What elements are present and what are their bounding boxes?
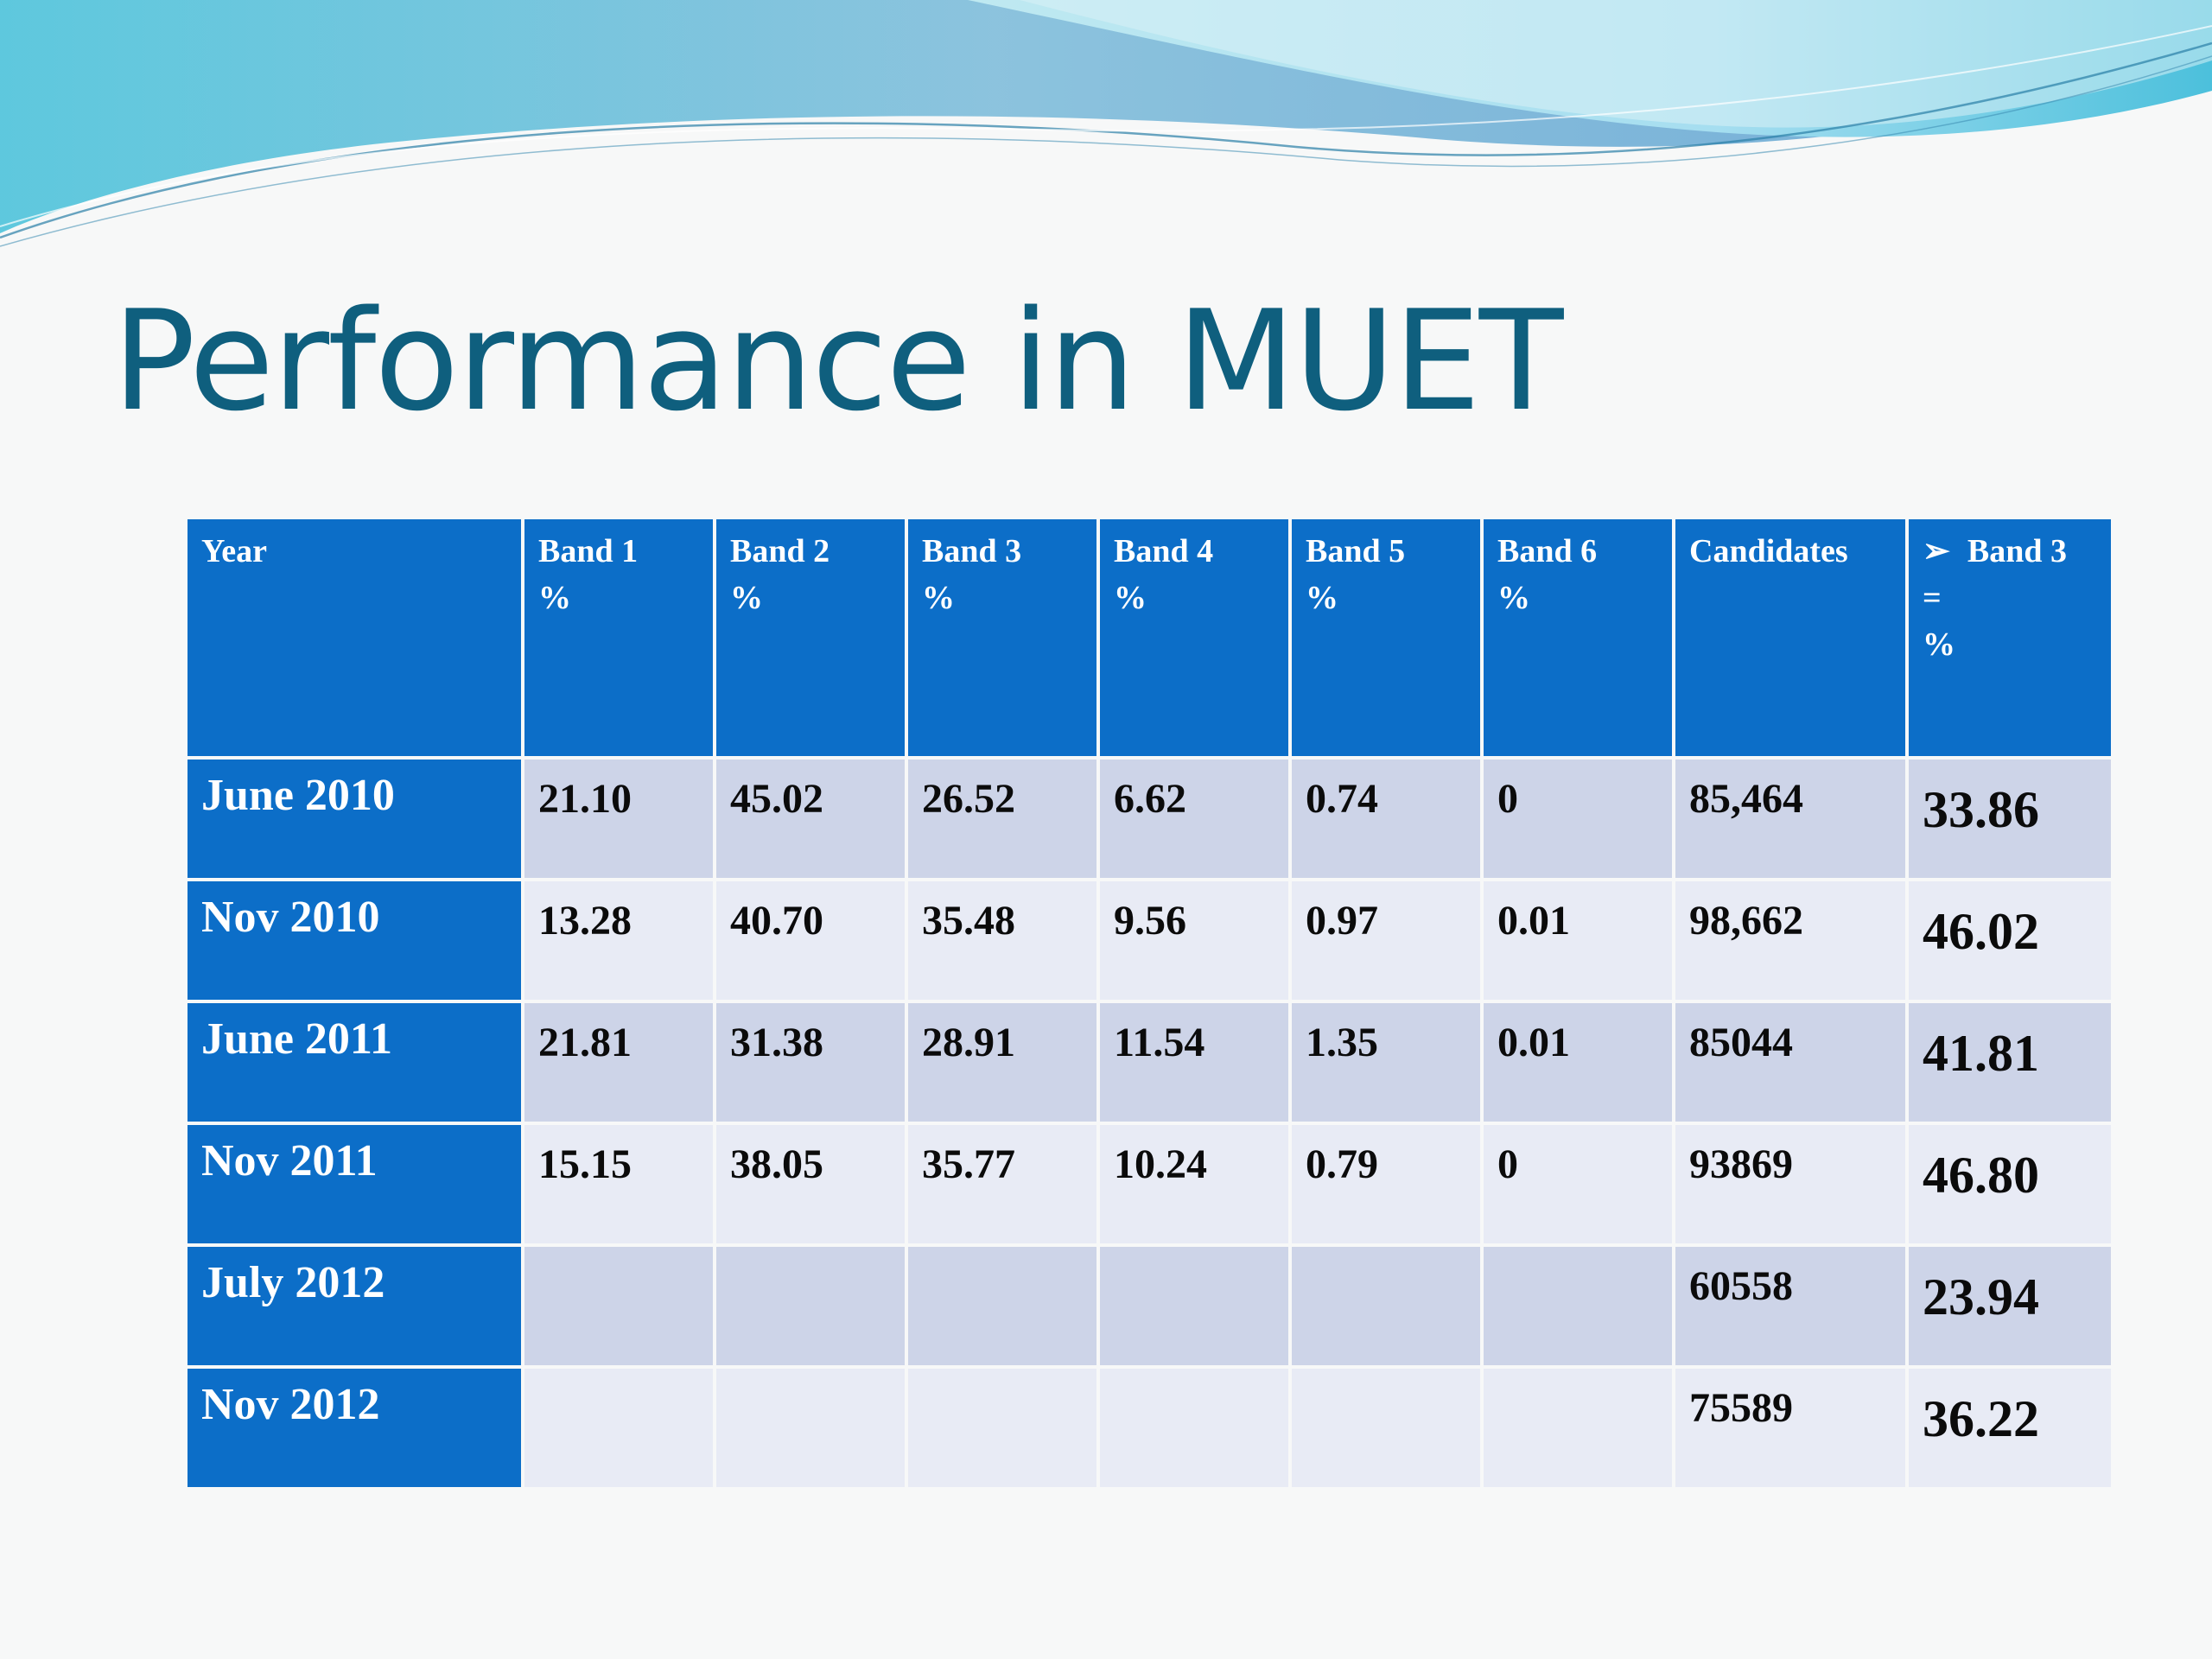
cell-band-2: 31.38 (716, 1003, 905, 1122)
muet-performance-table: Year Band 1% Band 2% Band 3% Band 4% Ban… (184, 516, 2114, 1491)
row-header-year: June 2010 (188, 760, 521, 878)
column-header-band-3-and-above: ➢ Band 3 =% (1909, 519, 2111, 756)
cell-band-2: 38.05 (716, 1125, 905, 1243)
table-row: July 2012 60558 23.94 (188, 1247, 2111, 1365)
column-header-year: Year (188, 519, 521, 756)
arrow-bullet-icon: ➢ (1923, 533, 1950, 569)
cell-band-4: 9.56 (1100, 881, 1288, 1000)
cell-band-5 (1292, 1369, 1480, 1487)
cell-band-3: 35.77 (908, 1125, 1096, 1243)
cell-band-2: 40.70 (716, 881, 905, 1000)
cell-band-2: 45.02 (716, 760, 905, 878)
row-header-year: Nov 2012 (188, 1369, 521, 1487)
cell-band-6: 0.01 (1484, 881, 1672, 1000)
cell-band-3-and-above: 23.94 (1909, 1247, 2111, 1365)
cell-band-3-and-above: 33.86 (1909, 760, 2111, 878)
table-row: Nov 2011 15.15 38.05 35.77 10.24 0.79 0 93869 46… (188, 1125, 2111, 1243)
column-header-band-4: Band 4% (1100, 519, 1288, 756)
cell-band-6 (1484, 1369, 1672, 1487)
cell-candidates: 60558 (1675, 1247, 1905, 1365)
cell-band-2 (716, 1369, 905, 1487)
cell-candidates: 93869 (1675, 1125, 1905, 1243)
cell-band-5: 1.35 (1292, 1003, 1480, 1122)
cell-band-4 (1100, 1247, 1288, 1365)
cell-band-1 (524, 1247, 713, 1365)
row-header-year: Nov 2010 (188, 881, 521, 1000)
table-row: June 2011 21.81 31.38 28.91 11.54 1.35 0.01 850… (188, 1003, 2111, 1122)
column-header-band-5: Band 5% (1292, 519, 1480, 756)
cell-band-3-and-above: 36.22 (1909, 1369, 2111, 1487)
column-header-band-6: Band 6% (1484, 519, 1672, 756)
cell-band-1 (524, 1369, 713, 1487)
cell-band-3-and-above: 46.02 (1909, 881, 2111, 1000)
row-header-year: Nov 2011 (188, 1125, 521, 1243)
cell-band-3-and-above: 41.81 (1909, 1003, 2111, 1122)
cell-band-5: 0.97 (1292, 881, 1480, 1000)
cell-band-1: 15.15 (524, 1125, 713, 1243)
column-header-band-3: Band 3% (908, 519, 1096, 756)
column-header-band-1: Band 1% (524, 519, 713, 756)
cell-band-5: 0.79 (1292, 1125, 1480, 1243)
cell-band-6: 0 (1484, 760, 1672, 878)
cell-band-4 (1100, 1369, 1288, 1487)
cell-band-3 (908, 1247, 1096, 1365)
cell-band-1: 21.10 (524, 760, 713, 878)
table-row: Nov 2010 13.28 40.70 35.48 9.56 0.97 0.01 98,66… (188, 881, 2111, 1000)
cell-candidates: 98,662 (1675, 881, 1905, 1000)
row-header-year: July 2012 (188, 1247, 521, 1365)
cell-band-5: 0.74 (1292, 760, 1480, 878)
cell-candidates: 85044 (1675, 1003, 1905, 1122)
row-header-year: June 2011 (188, 1003, 521, 1122)
cell-band-4: 11.54 (1100, 1003, 1288, 1122)
decorative-wave-banner (0, 0, 2212, 247)
cell-band-3: 26.52 (908, 760, 1096, 878)
cell-band-5 (1292, 1247, 1480, 1365)
table-row: Nov 2012 75589 36.22 (188, 1369, 2111, 1487)
column-header-candidates: Candidates (1675, 519, 1905, 756)
table-row: June 2010 21.10 45.02 26.52 6.62 0.74 0 85,464 3… (188, 760, 2111, 878)
cell-candidates: 75589 (1675, 1369, 1905, 1487)
cell-band-3 (908, 1369, 1096, 1487)
cell-band-6: 0 (1484, 1125, 1672, 1243)
cell-band-6 (1484, 1247, 1672, 1365)
cell-band-2 (716, 1247, 905, 1365)
cell-band-4: 10.24 (1100, 1125, 1288, 1243)
cell-band-3-and-above: 46.80 (1909, 1125, 2111, 1243)
page-title: Performance in MUET (112, 280, 1563, 442)
table-header-row: Year Band 1% Band 2% Band 3% Band 4% Ban… (188, 519, 2111, 756)
cell-candidates: 85,464 (1675, 760, 1905, 878)
cell-band-3: 28.91 (908, 1003, 1096, 1122)
cell-band-4: 6.62 (1100, 760, 1288, 878)
cell-band-6: 0.01 (1484, 1003, 1672, 1122)
cell-band-1: 13.28 (524, 881, 713, 1000)
column-header-band-2: Band 2% (716, 519, 905, 756)
cell-band-3: 35.48 (908, 881, 1096, 1000)
cell-band-1: 21.81 (524, 1003, 713, 1122)
